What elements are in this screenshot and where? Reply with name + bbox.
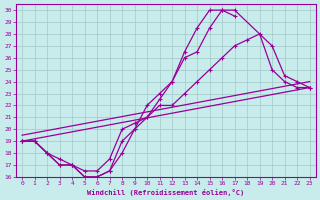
X-axis label: Windchill (Refroidissement éolien,°C): Windchill (Refroidissement éolien,°C)	[87, 189, 244, 196]
